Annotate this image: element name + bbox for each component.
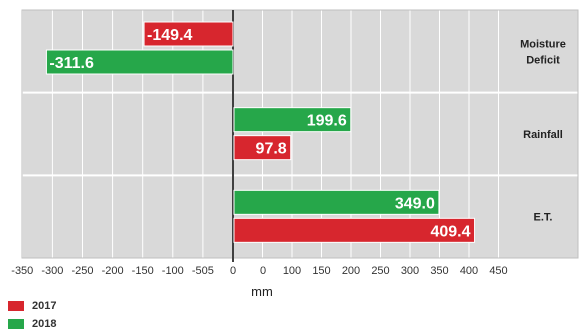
x-tick-label: 200 [342,265,360,277]
bar-value-label: -311.6 [49,55,94,72]
x-tick-label: -505 [192,265,214,277]
x-tick-label: 0 [230,265,236,277]
bar-value-label: -149.4 [147,27,192,44]
x-tick-label: -350 [11,265,33,277]
x-tick-label: -300 [41,265,63,277]
x-tick-label: -250 [71,265,93,277]
legend-label-2018: 2018 [32,318,56,330]
x-tick-label: 250 [371,265,389,277]
bar-value-label: 199.6 [307,113,347,130]
legend-swatch-2018 [8,319,24,329]
bar-value-label: 409.4 [430,223,470,240]
legend-label-2017: 2017 [32,300,56,312]
category-label: Rainfall [523,129,563,141]
legend-item-2018: 2018 [8,318,56,330]
legend-swatch-2017 [8,301,24,311]
category-label: Deficit [526,54,560,66]
bar-value-label: 349.0 [395,195,435,212]
x-tick-label: 300 [401,265,419,277]
category-label: Moisture [520,38,566,50]
x-axis-label: mm [251,284,273,299]
x-tick-label: 400 [460,265,478,277]
x-tick-label: -150 [132,265,154,277]
x-tick-label: 100 [283,265,301,277]
bar-value-label: 97.8 [256,141,287,158]
x-tick-label: 0 [260,265,266,277]
x-tick-label: -100 [162,265,184,277]
x-tick-label: 150 [312,265,330,277]
legend-item-2017: 2017 [8,300,56,312]
x-tick-label: 450 [489,265,507,277]
x-tick-label: -200 [102,265,124,277]
x-tick-label: 350 [430,265,448,277]
category-label: E.T. [534,212,553,224]
